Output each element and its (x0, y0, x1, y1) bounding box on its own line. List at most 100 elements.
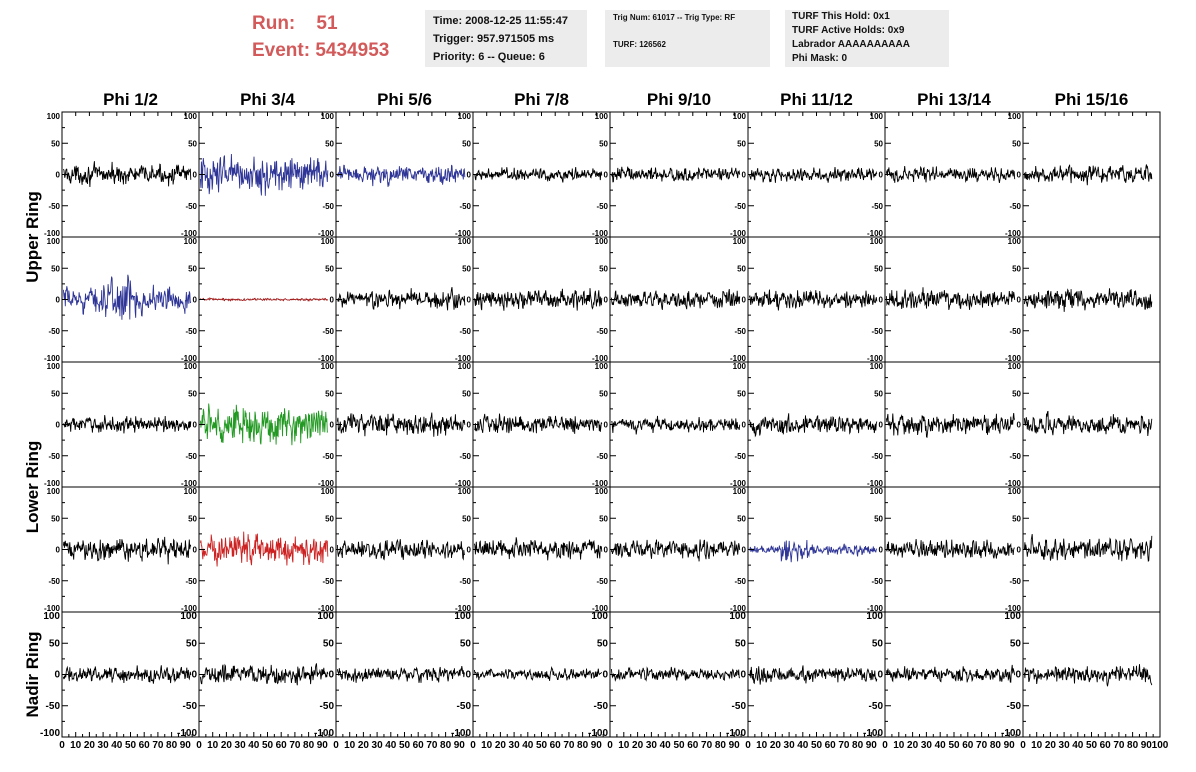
y-tick-label: 0 (1017, 546, 1022, 555)
waveform-line (199, 153, 329, 196)
y-tick-label: 50 (51, 389, 60, 398)
y-tick-label: 50 (325, 139, 334, 148)
x-tick-label: 20 (632, 740, 644, 751)
x-tick-label: 50 (536, 740, 548, 751)
x-tick-label: 50 (1086, 740, 1098, 751)
y-tick-label: 100 (733, 362, 747, 371)
waveform-line (336, 164, 466, 187)
y-tick-label: 100 (729, 611, 746, 622)
y-tick-label: 50 (874, 139, 883, 148)
x-tick-label: 80 (577, 740, 589, 751)
x-tick-label: 40 (660, 740, 672, 751)
y-tick-label: -100 (726, 728, 746, 739)
y-tick-label: 50 (49, 638, 61, 649)
y-tick-label: 0 (1015, 670, 1021, 681)
y-tick-label: 50 (186, 638, 198, 649)
x-tick-label: 90 (866, 740, 878, 751)
y-tick-label: 0 (330, 546, 335, 555)
y-tick-label: 0 (193, 421, 198, 430)
y-tick-label: 50 (51, 514, 60, 523)
y-tick-label: -50 (596, 452, 608, 461)
waveform-line (199, 531, 329, 567)
waveform-line (885, 165, 1016, 183)
waveform-line (62, 415, 192, 434)
y-tick-label: 0 (879, 296, 884, 305)
waveform-line (336, 666, 465, 683)
x-tick-label: 20 (1045, 740, 1057, 751)
y-tick-label: 100 (1004, 611, 1021, 622)
run-event-display: Run: 51 Event: 5434953 (252, 10, 389, 64)
y-tick-label: 100 (1008, 362, 1022, 371)
y-tick-label: 100 (870, 237, 884, 246)
y-tick-label: 100 (454, 611, 471, 622)
event-label: Event: (252, 40, 311, 61)
y-tick-label: -50 (48, 327, 60, 336)
labrador-text: Labrador AAAAAAAAAA (792, 39, 910, 50)
y-tick-label: 0 (56, 296, 61, 305)
x-tick-label: 10 (207, 740, 219, 751)
y-tick-label: 0 (465, 670, 471, 681)
y-tick-label: -100 (44, 354, 61, 363)
y-tick-label: 100 (870, 112, 884, 121)
waveform-line (473, 288, 603, 311)
x-tick-label: 100 (1152, 740, 1169, 751)
turf-text: TURF: 126562 (613, 40, 666, 49)
x-tick-label: 50 (948, 740, 960, 751)
y-tick-label: -100 (730, 229, 747, 238)
waveform-line (885, 287, 1016, 310)
y-tick-label: 100 (595, 112, 609, 121)
y-tick-label: -50 (869, 701, 884, 712)
y-tick-label: 50 (325, 264, 334, 273)
x-tick-label: 30 (784, 740, 796, 751)
y-tick-label: -100 (730, 604, 747, 613)
y-tick-label: -50 (322, 577, 334, 586)
x-tick-label: 90 (180, 740, 192, 751)
y-tick-label: 100 (184, 112, 198, 121)
y-tick-label: 50 (462, 514, 471, 523)
x-tick-label: 10 (893, 740, 905, 751)
y-tick-label: 100 (591, 611, 608, 622)
y-tick-label: -100 (592, 604, 609, 613)
x-tick-label: 40 (111, 740, 123, 751)
y-tick-label: 100 (458, 112, 472, 121)
waveform-line (474, 166, 603, 183)
x-tick-label: 80 (303, 740, 315, 751)
y-tick-label: 0 (193, 546, 198, 555)
waveform-line (748, 665, 878, 685)
waveform-line (1023, 410, 1153, 437)
x-tick-label: 40 (385, 740, 397, 751)
y-tick-label: -50 (871, 452, 883, 461)
x-tick-label: 70 (152, 740, 164, 751)
y-tick-label: -100 (181, 354, 198, 363)
waveform-line (611, 166, 741, 183)
x-tick-label: 70 (701, 740, 713, 751)
y-tick-label: -100 (1001, 728, 1021, 739)
y-tick-label: -100 (1005, 229, 1022, 238)
y-tick-label: -100 (177, 728, 197, 739)
x-tick-label: 60 (276, 740, 288, 751)
y-tick-label: -50 (732, 701, 747, 712)
waveform-line (1023, 534, 1153, 563)
x-tick-label: 60 (825, 740, 837, 751)
run-row: Run: 51 (252, 10, 389, 37)
y-tick-label: -100 (181, 229, 198, 238)
waveform-line (62, 536, 192, 565)
x-tick-label: 0 (607, 740, 613, 751)
y-tick-label: -100 (455, 229, 472, 238)
y-tick-label: 50 (874, 389, 883, 398)
y-tick-label: -50 (320, 701, 335, 712)
y-tick-label: 50 (874, 514, 883, 523)
y-tick-label: 0 (742, 546, 747, 555)
column-header: Phi 11/12 (780, 90, 853, 109)
y-tick-label: 0 (604, 171, 609, 180)
y-tick-label: -50 (1007, 701, 1022, 712)
waveform-line (199, 663, 329, 686)
event-value: 5434953 (315, 40, 390, 61)
y-tick-label: 0 (467, 296, 472, 305)
y-tick-label: 100 (870, 362, 884, 371)
x-tick-label: 30 (235, 740, 247, 751)
y-tick-label: -100 (867, 479, 884, 488)
x-tick-label: 20 (770, 740, 782, 751)
x-tick-label: 40 (1072, 740, 1084, 751)
